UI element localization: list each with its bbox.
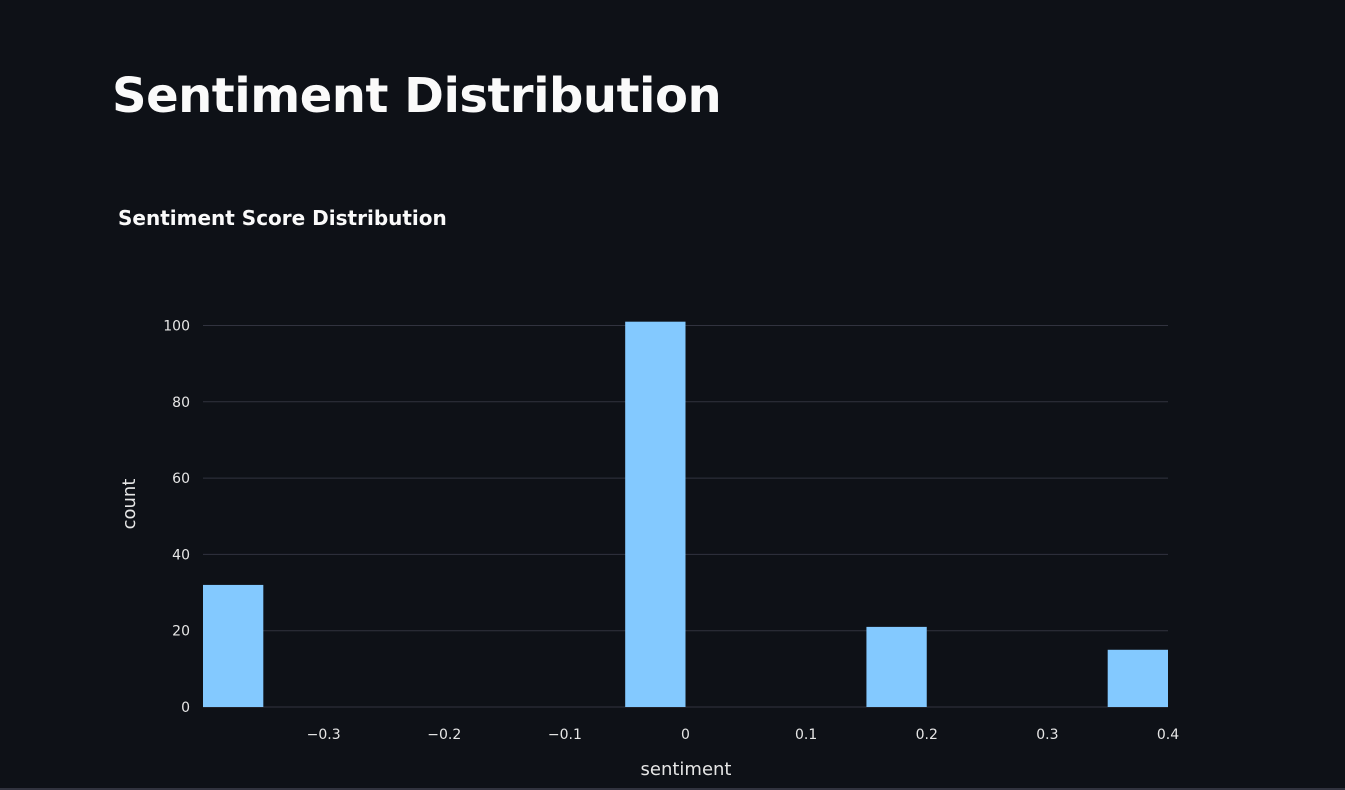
x-tick-label: −0.3	[307, 727, 341, 743]
x-tick-label: 0.3	[1036, 727, 1058, 743]
x-axis-ticks: −0.3 −0.2 −0.1 0 0.1 0.2 0.3 0.4	[307, 727, 1180, 743]
y-tick-label: 100	[163, 319, 190, 335]
histogram-bar[interactable]	[866, 626, 927, 707]
histogram-bar[interactable]	[1107, 649, 1168, 707]
bar-chart: 0 20 40 60 80 100 −0.3 −0.2 −0.1 0 0.1 0.2 0.3 0.4 s…	[119, 319, 1180, 781]
x-tick-label: 0.2	[916, 727, 938, 743]
bars	[203, 321, 1168, 707]
x-tick-label: 0	[681, 727, 690, 743]
y-tick-label: 80	[172, 395, 190, 411]
page-title: Sentiment Distribution	[112, 68, 722, 124]
bottom-divider	[0, 788, 1345, 790]
x-tick-label: 0.4	[1157, 727, 1179, 743]
y-tick-label: 40	[172, 547, 190, 563]
histogram-bar[interactable]	[203, 584, 264, 707]
x-tick-label: −0.1	[548, 727, 582, 743]
x-axis-label: sentiment	[641, 759, 732, 780]
histogram-bar[interactable]	[625, 321, 686, 707]
x-tick-label: −0.2	[427, 727, 461, 743]
y-tick-label: 20	[172, 624, 190, 640]
y-axis-ticks: 0 20 40 60 80 100	[163, 319, 190, 717]
y-tick-label: 0	[181, 700, 190, 716]
chart-title: Sentiment Score Distribution	[118, 206, 447, 230]
x-tick-label: 0.1	[795, 727, 817, 743]
y-tick-label: 60	[172, 471, 190, 487]
y-axis-label: count	[119, 479, 140, 530]
chart-container: 0 20 40 60 80 100 −0.3 −0.2 −0.1 0 0.1 0.2 0.3 0.4 s…	[0, 190, 1345, 790]
